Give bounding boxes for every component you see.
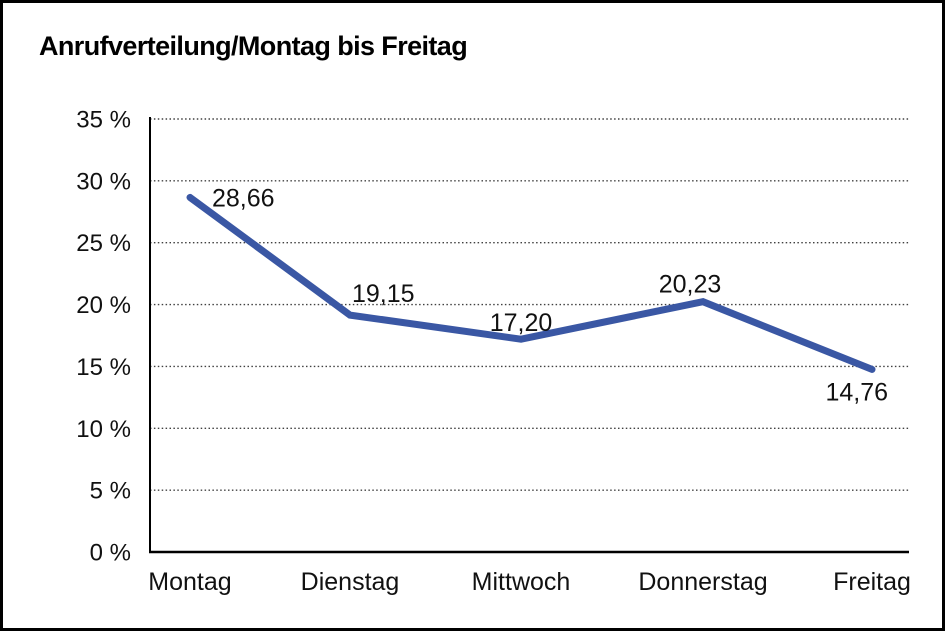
y-tick-label: 35 % [76, 107, 131, 134]
x-category-label: Freitag [833, 568, 911, 596]
data-line [186, 193, 876, 373]
data-value-label: 17,20 [490, 309, 553, 337]
y-tick-label: 20 % [76, 292, 131, 319]
x-category-label: Montag [148, 568, 231, 596]
data-value-label: 14,76 [825, 378, 888, 406]
y-tick-label: 25 % [76, 230, 131, 257]
y-tick-label: 0 % [90, 540, 131, 567]
line-chart: 0 % 5 % 10 % 15 % 20 % 25 % 30 % 35 % Montag Dien… [76, 107, 911, 597]
y-tick-label: 10 % [76, 416, 131, 443]
x-category-label: Mittwoch [472, 568, 571, 596]
data-value-label: 20,23 [659, 271, 722, 299]
y-tick-label: 15 % [76, 354, 131, 381]
y-tick-label: 5 % [90, 478, 131, 505]
data-value-label: 19,15 [352, 280, 415, 308]
chart-title: Anrufverteilung/Montag bis Freitag [39, 31, 468, 61]
data-value-label: 28,66 [212, 184, 275, 212]
y-tick-label: 30 % [76, 168, 131, 195]
x-category-label: Donnerstag [638, 568, 767, 596]
x-category-label: Dienstag [301, 568, 400, 596]
